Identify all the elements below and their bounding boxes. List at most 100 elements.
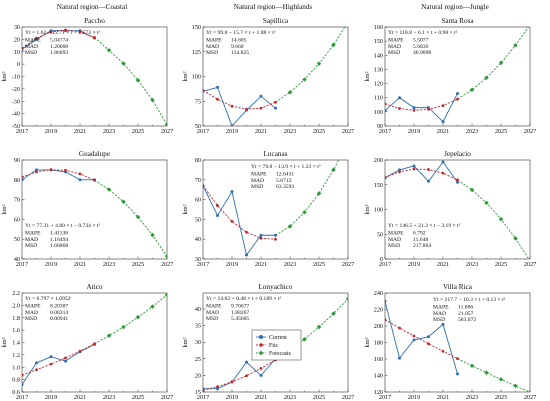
- current-point: [259, 94, 263, 98]
- fit-point: [64, 356, 67, 360]
- current-point: [427, 335, 430, 339]
- stat-value: 5.6712: [276, 178, 292, 184]
- fit-point: [245, 374, 248, 378]
- model-annotation: Yt = 146.5 + 21.3 × t − 3.19 × t² MAPE 6.7…: [388, 223, 461, 249]
- fit-point: [203, 388, 205, 392]
- current-point: [216, 85, 219, 89]
- x-tick-label: 2027: [524, 128, 536, 135]
- panel-title: Lonyachico: [259, 283, 293, 291]
- current-point: [230, 190, 234, 194]
- stat-name: MAPE: [251, 172, 267, 178]
- stat-name: MAPE: [206, 304, 222, 310]
- x-tick-label: 2023: [103, 128, 115, 135]
- y-axis-label: km²: [364, 337, 371, 347]
- y-tick-label: 75: [195, 98, 201, 105]
- stat-name: MSD: [251, 184, 263, 190]
- series-group: [203, 139, 351, 257]
- forecast-point: [164, 253, 167, 259]
- stat-name: MAD: [25, 310, 38, 316]
- stat-name: MSD: [25, 316, 37, 322]
- x-tick-label: 2027: [524, 394, 536, 401]
- x-tick-label: 2025: [132, 128, 144, 135]
- fit-point: [49, 362, 53, 366]
- fit-point: [93, 178, 96, 182]
- x-tick-label: 2023: [466, 261, 478, 268]
- fit-point: [441, 104, 445, 108]
- legend-current-label: Current: [269, 335, 287, 341]
- x-tick-label: 2025: [132, 261, 144, 268]
- stat-name: MAPE: [25, 38, 41, 44]
- forecast-point: [484, 370, 489, 375]
- y-tick-label: 90: [14, 157, 20, 164]
- stat-name: MAD: [388, 44, 401, 50]
- fit-point: [245, 107, 248, 111]
- y-tick-label: 150: [374, 38, 383, 45]
- model-formula: Yt = 110.8 − 6.1 × t + 0.98 × t²: [388, 30, 458, 36]
- panel-title: Lucanas: [264, 150, 288, 158]
- stat-value: 63.3593: [276, 184, 294, 190]
- y-tick-label: 1.0: [12, 364, 20, 371]
- current-point: [412, 164, 416, 168]
- current-point: [274, 233, 277, 237]
- stat-value: 9.70677: [231, 304, 249, 310]
- x-tick-label: 2017: [16, 394, 28, 401]
- current-point: [64, 359, 67, 363]
- stat-value: 1.41138: [50, 231, 68, 237]
- x-tick-label: 2021: [255, 128, 267, 135]
- current-point: [245, 253, 248, 257]
- forecast-point: [164, 293, 167, 298]
- stat-value: 14.605: [231, 38, 247, 44]
- x-tick-label: 2017: [379, 394, 391, 401]
- y-tick-label: 150: [192, 24, 201, 31]
- fit-point: [49, 168, 53, 172]
- y-tick-label: 10: [14, 49, 20, 56]
- current-point: [441, 160, 445, 164]
- fits-line: [385, 168, 458, 181]
- forecast-point: [106, 48, 112, 53]
- forecast-point: [527, 27, 530, 28]
- x-tick-label: 2025: [495, 394, 507, 401]
- stat-value: 5.45685: [231, 316, 249, 322]
- fit-point: [412, 334, 416, 338]
- y-tick-label: -30: [12, 98, 20, 105]
- y-axis-label: km²: [182, 204, 189, 214]
- y-axis-label: km²: [182, 71, 189, 81]
- current-point: [274, 106, 277, 110]
- x-tick-label: 2027: [161, 261, 173, 268]
- x-tick-label: 2017: [379, 128, 391, 135]
- stat-name: MAD: [25, 237, 38, 243]
- series-group: [22, 28, 167, 126]
- stat-name: MSD: [206, 50, 218, 56]
- forecast-point: [106, 187, 112, 192]
- panel-guadalupe: Guadalupe 2017 2019 2021 2023 2025 2027 40 50 60 7…: [1, 150, 173, 268]
- x-tick-label: 2019: [226, 394, 238, 401]
- y-tick-label: 60: [14, 216, 20, 223]
- series-group: [22, 168, 167, 259]
- current-point: [412, 106, 416, 110]
- current-point: [441, 322, 445, 326]
- series-group: [385, 299, 530, 392]
- y-tick-label: 100: [374, 109, 383, 116]
- fit-point: [35, 36, 38, 40]
- fit-point: [35, 170, 38, 174]
- stat-name: MAPE: [206, 38, 222, 44]
- stat-value: 1.16494: [50, 237, 68, 243]
- fit-point: [216, 385, 219, 389]
- y-tick-label: 1.8: [12, 315, 20, 322]
- fit-point: [78, 172, 82, 176]
- current-point: [456, 372, 459, 376]
- y-tick-label: 160: [374, 356, 383, 363]
- forecast-point: [346, 139, 351, 144]
- current-point: [22, 178, 24, 182]
- y-tick-label: 70: [195, 177, 201, 184]
- x-tick-label: 2023: [466, 394, 478, 401]
- stat-name: MAPE: [388, 38, 404, 44]
- current-line: [22, 169, 95, 181]
- y-tick-label: 100: [374, 207, 383, 214]
- forecast-point: [498, 216, 504, 222]
- y-tick-label: 1.6: [12, 327, 20, 334]
- stat-name: MSD: [25, 243, 37, 249]
- fit-point: [427, 168, 430, 171]
- y-tick-label: 0: [380, 256, 383, 263]
